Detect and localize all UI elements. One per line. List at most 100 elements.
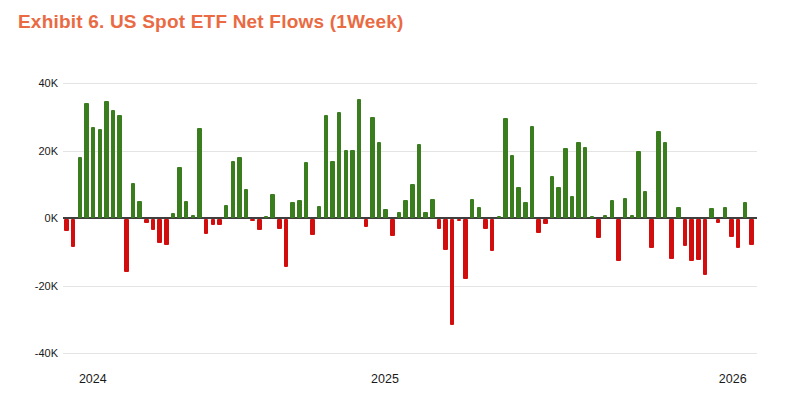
bar: [117, 115, 122, 218]
bar: [556, 187, 561, 218]
bar: [703, 219, 708, 275]
bar: [78, 157, 83, 218]
bar: [317, 206, 322, 218]
bar: [111, 110, 116, 218]
bar: [596, 219, 601, 238]
bar: [310, 219, 315, 235]
bar: [390, 219, 395, 236]
x-axis-year-label: 2025: [371, 372, 399, 386]
bar: [244, 189, 249, 218]
bar: [463, 219, 468, 279]
bar: [104, 101, 109, 218]
bar: [64, 219, 69, 231]
bar: [437, 219, 442, 229]
x-axis-year-label: 2026: [719, 372, 747, 386]
bar: [204, 219, 209, 234]
bar: [277, 219, 282, 229]
bar: [164, 219, 169, 245]
bar: [191, 215, 196, 218]
x-axis-year-label: 2024: [79, 372, 107, 386]
bar: [377, 142, 382, 218]
bar-chart: 40K20K0K-20K-40K 202420252026: [0, 0, 786, 404]
bar: [689, 219, 694, 261]
bar: [124, 219, 129, 272]
bar: [144, 219, 149, 223]
bar: [669, 219, 674, 259]
bar: [151, 219, 156, 230]
bar: [324, 115, 329, 218]
bar: [284, 219, 289, 267]
bar: [656, 131, 661, 218]
bar: [636, 151, 641, 219]
gridline: [63, 83, 757, 84]
bar: [337, 112, 342, 218]
y-axis-tick-label: 40K: [0, 77, 58, 89]
bar: [523, 202, 528, 218]
bar: [470, 199, 475, 218]
bar: [131, 183, 136, 218]
bar: [543, 219, 548, 224]
bar: [330, 161, 335, 218]
bar: [350, 150, 355, 218]
bar: [137, 201, 142, 218]
bar: [304, 162, 309, 218]
bar: [497, 216, 502, 218]
bar: [450, 219, 455, 325]
bar: [297, 200, 302, 218]
bar: [743, 202, 748, 218]
bar: [211, 219, 216, 225]
bar: [683, 219, 688, 246]
bar: [264, 216, 269, 218]
bar: [290, 202, 295, 218]
bar: [197, 128, 202, 218]
bar: [623, 198, 628, 218]
bar: [364, 219, 369, 227]
bar: [443, 219, 448, 250]
y-axis-tick-label: 20K: [0, 145, 58, 157]
bar: [696, 219, 701, 260]
bar: [84, 103, 89, 218]
bar: [410, 184, 415, 218]
bar: [676, 207, 681, 218]
bar: [344, 150, 349, 218]
bar: [709, 208, 714, 218]
bar: [177, 167, 182, 218]
bar: [403, 200, 408, 218]
bar: [616, 219, 621, 261]
y-axis-tick-label: 0K: [0, 212, 58, 224]
bar: [490, 219, 495, 251]
bar: [357, 99, 362, 218]
bar: [370, 117, 375, 218]
bar: [217, 219, 222, 225]
bar: [503, 118, 508, 218]
bar: [397, 212, 402, 218]
bar: [643, 191, 648, 218]
bar: [257, 219, 262, 230]
bar: [237, 157, 242, 218]
bar: [563, 148, 568, 218]
bar: [536, 219, 541, 233]
bar: [610, 200, 615, 218]
bar: [663, 142, 668, 218]
bar: [423, 212, 428, 218]
bar: [184, 201, 189, 218]
bar: [570, 196, 575, 218]
bar: [231, 161, 236, 218]
y-axis-tick-label: -40K: [0, 347, 58, 359]
gridline: [63, 151, 757, 152]
bar: [603, 215, 608, 218]
bar: [91, 127, 96, 218]
bar: [71, 219, 76, 247]
bar: [576, 142, 581, 218]
bar: [457, 219, 462, 221]
bar: [224, 205, 229, 218]
bar: [590, 216, 595, 218]
gridline: [63, 286, 757, 287]
bar: [483, 219, 488, 229]
bar: [649, 219, 654, 248]
bar: [583, 147, 588, 218]
bar: [723, 207, 728, 218]
bar: [477, 207, 482, 218]
bar: [270, 194, 275, 218]
bar: [729, 219, 734, 237]
